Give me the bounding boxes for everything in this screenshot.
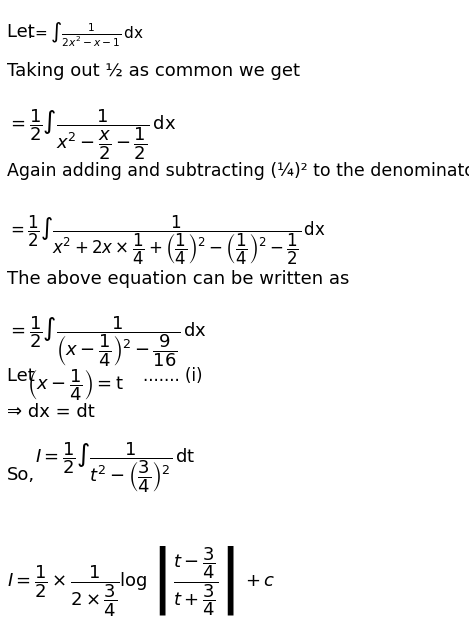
- Text: $I = \dfrac{1}{2} \times \dfrac{1}{2 \times \dfrac{3}{4}} \log\left|\dfrac{t - \: $I = \dfrac{1}{2} \times \dfrac{1}{2 \ti…: [7, 544, 276, 618]
- Text: Let: Let: [7, 367, 40, 385]
- Text: ⇒ dx = dt: ⇒ dx = dt: [7, 403, 95, 421]
- Text: So,: So,: [7, 466, 35, 484]
- Text: $= \dfrac{1}{2}\int \dfrac{1}{\left(x - \dfrac{1}{4}\right)^2 - \dfrac{9}{16}}\,: $= \dfrac{1}{2}\int \dfrac{1}{\left(x - …: [7, 314, 207, 368]
- Text: Again adding and subtracting (¼)² to the denominator we get: Again adding and subtracting (¼)² to the…: [7, 163, 469, 180]
- Text: $\mathrm{I} = \int \frac{1}{2x^2-x-1}\, \mathrm{dx}$: $\mathrm{I} = \int \frac{1}{2x^2-x-1}\, …: [27, 21, 144, 49]
- Text: The above equation can be written as: The above equation can be written as: [7, 270, 349, 288]
- Text: $= \dfrac{1}{2}\int \dfrac{1}{x^2 + 2x \times\dfrac{1}{4} + \left(\dfrac{1}{4}\r: $= \dfrac{1}{2}\int \dfrac{1}{x^2 + 2x \…: [7, 213, 325, 267]
- Text: Let: Let: [7, 23, 40, 41]
- Text: $\left(x - \dfrac{1}{4}\right) = \mathrm{t}$: $\left(x - \dfrac{1}{4}\right) = \mathrm…: [27, 367, 123, 403]
- Text: Taking out ½ as common we get: Taking out ½ as common we get: [7, 63, 300, 80]
- Text: $I = \dfrac{1}{2}\int \dfrac{1}{t^2 - \left(\dfrac{3}{4}\right)^2}\,\mathrm{dt}$: $I = \dfrac{1}{2}\int \dfrac{1}{t^2 - \l…: [35, 441, 196, 495]
- Text: $= \dfrac{1}{2}\int \dfrac{1}{x^2 - \dfrac{x}{2} - \dfrac{1}{2}}\,\mathrm{dx}$: $= \dfrac{1}{2}\int \dfrac{1}{x^2 - \dfr…: [7, 108, 176, 163]
- Text: ....... (i): ....... (i): [143, 367, 202, 385]
